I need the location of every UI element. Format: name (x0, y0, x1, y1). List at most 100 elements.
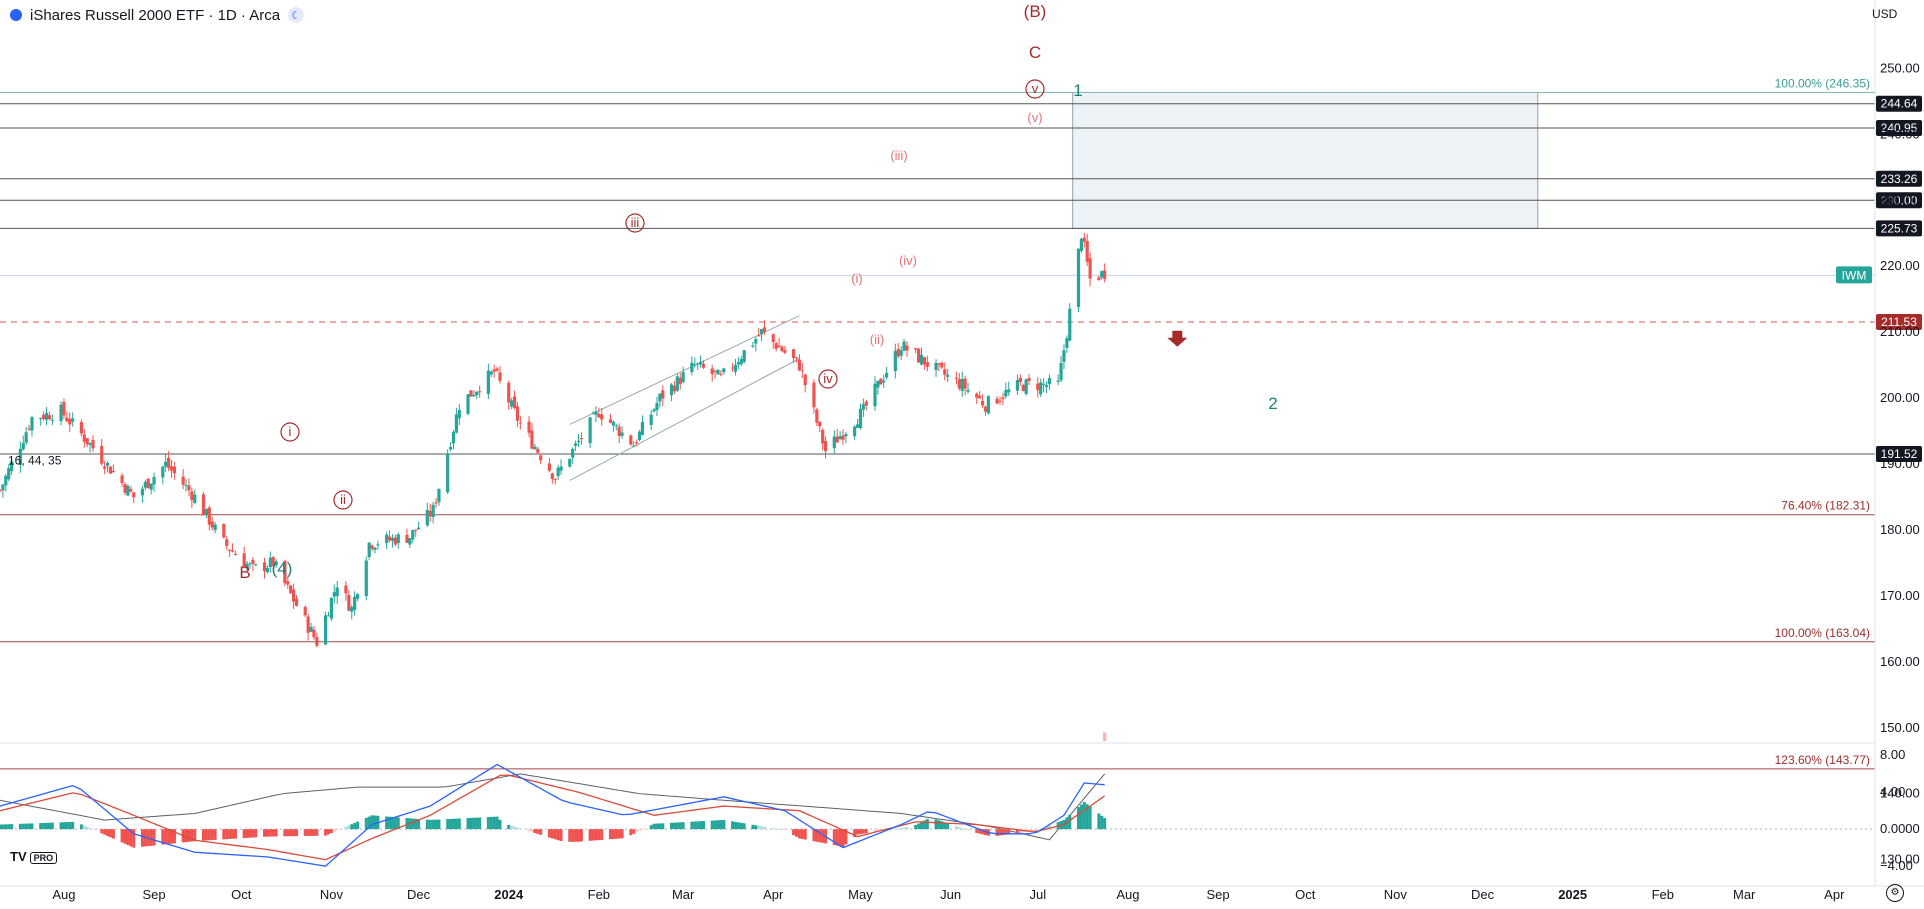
macd-histogram-bar (902, 827, 906, 830)
macd-histogram-bar (106, 829, 110, 837)
candle-body (233, 553, 238, 556)
macd-histogram-bar (995, 829, 999, 836)
macd-histogram-bar (425, 819, 429, 830)
candle-body (661, 390, 665, 399)
macd-histogram-bar (364, 817, 368, 830)
settings-gear-icon[interactable]: ⚙ (1886, 884, 1904, 902)
candle-body (873, 383, 877, 407)
candle-body (478, 391, 482, 393)
info-icon[interactable] (10, 9, 22, 21)
candle-body (1021, 385, 1025, 392)
candle-body (201, 494, 206, 516)
time-tick: Jun (940, 887, 961, 902)
candle-body (140, 488, 145, 496)
wave-circle (1025, 79, 1045, 99)
price-tick: 150.00 (1880, 720, 1920, 735)
candle-body (876, 380, 880, 388)
macd-histogram-bar (518, 828, 522, 830)
macd-histogram-bar (550, 829, 554, 839)
time-tick: Oct (231, 887, 252, 902)
candle-body (44, 413, 49, 420)
candle-body (425, 509, 429, 526)
macd-histogram-bar (893, 829, 897, 830)
candle-body (1056, 380, 1060, 382)
candle-body (1015, 380, 1020, 391)
candle-body (225, 539, 229, 546)
macd-histogram-bar (71, 821, 75, 830)
candle-body (0, 489, 2, 491)
candle-body (1076, 248, 1081, 307)
macd-histogram-bar (600, 829, 604, 840)
candle-body (943, 369, 947, 375)
macd-histogram-bar (47, 822, 51, 830)
macd-histogram-bar (670, 822, 674, 830)
candle-body (408, 538, 412, 545)
candle-body (347, 594, 351, 611)
macd-histogram-bar (50, 822, 54, 830)
candle-body (367, 542, 371, 558)
candle-body (411, 529, 415, 540)
volume-bar (1102, 732, 1107, 741)
wave-circle (818, 369, 838, 389)
candle-body (100, 446, 104, 464)
macd-histogram-bar (324, 829, 328, 836)
candle-body (986, 396, 990, 414)
candle-body (710, 368, 714, 375)
chart-header[interactable]: iShares Russell 2000 ETF · 1D · Arca ☾ (10, 4, 305, 26)
macd-histogram-bar (85, 826, 89, 830)
candle-body (678, 377, 682, 385)
macd-histogram-bar (812, 829, 816, 842)
macd-histogram-bar (635, 829, 639, 833)
moon-icon[interactable]: ☾ (288, 7, 305, 23)
candle-body (757, 335, 761, 337)
candle-body (213, 524, 217, 531)
macd-histogram-bar (289, 829, 293, 837)
wave-text: (iii) (890, 148, 907, 163)
candle-body (207, 507, 211, 525)
macd-histogram-bar (417, 819, 421, 830)
currency-label[interactable]: USD (1872, 7, 1898, 21)
candle-body (184, 484, 188, 486)
candle-body (914, 348, 918, 350)
macd-histogram-bar (571, 829, 575, 842)
macd-histogram-bar (530, 829, 534, 833)
macd-histogram-bar (1085, 804, 1089, 830)
candle-body (963, 378, 967, 389)
wave-label: (i) (851, 271, 863, 286)
macd-histogram-bar (167, 829, 171, 844)
macd-histogram-bar (832, 829, 836, 846)
price-tick: 160.00 (1880, 654, 1920, 669)
candle-body (736, 362, 740, 365)
macd-histogram-bar (39, 823, 43, 830)
candle-body (751, 345, 755, 347)
candle-body (108, 466, 113, 474)
macd-histogram-bar (446, 819, 450, 830)
candle-body (547, 463, 552, 471)
candle-body (390, 537, 395, 541)
macd-histogram-bar (274, 829, 278, 837)
candle-body (754, 339, 758, 344)
down-arrow-icon (1167, 330, 1188, 347)
candle-body (161, 466, 165, 478)
candle-body (597, 413, 601, 418)
candle-body (733, 364, 738, 372)
candle-body (1082, 237, 1086, 242)
candle-body (1004, 390, 1008, 397)
time-tick: 2025 (1558, 887, 1587, 902)
candle-body (193, 494, 197, 503)
wave-text: (i) (851, 271, 863, 286)
candle-body (652, 409, 656, 412)
candle-body (326, 615, 331, 617)
macd-histogram-bar (861, 829, 865, 834)
wave-label: 1 (1073, 81, 1082, 100)
macd-histogram-bar (739, 822, 743, 830)
candle-body (312, 629, 316, 638)
macd-histogram-bar (864, 829, 868, 834)
candle-body (1085, 240, 1089, 262)
macd-histogram-bar (925, 818, 929, 830)
tradingview-logo[interactable]: TV PRO (10, 849, 58, 864)
macd-histogram-bar (777, 829, 781, 830)
macd-histogram-bar (696, 821, 700, 830)
